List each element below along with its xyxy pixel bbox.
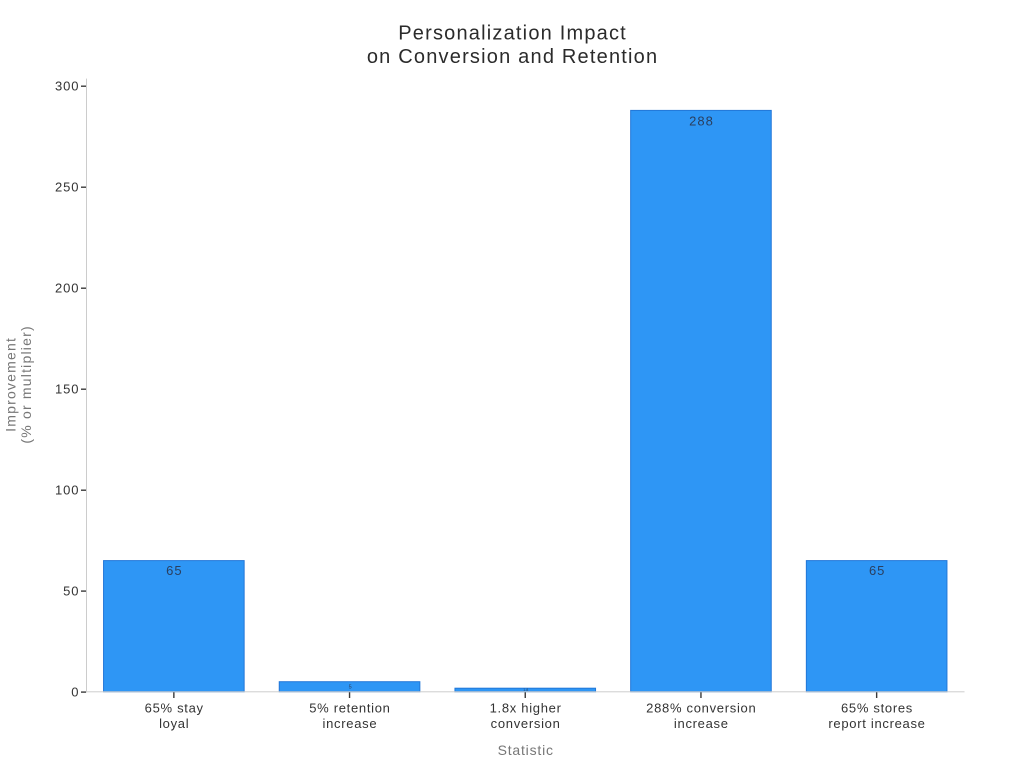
svg-text:Statistic: Statistic	[498, 742, 554, 758]
svg-text:increase: increase	[674, 716, 729, 731]
svg-text:300: 300	[55, 79, 79, 94]
svg-text:65: 65	[166, 563, 182, 578]
svg-text:5: 5	[349, 685, 352, 691]
svg-text:288% conversion: 288% conversion	[646, 701, 756, 716]
svg-text:(% or multiplier): (% or multiplier)	[18, 325, 34, 443]
svg-text:200: 200	[55, 281, 79, 296]
svg-text:loyal: loyal	[159, 716, 189, 731]
svg-text:150: 150	[55, 382, 79, 397]
svg-text:Personalization Impact: Personalization Impact	[398, 23, 627, 45]
svg-text:65% stores: 65% stores	[841, 701, 913, 716]
svg-text:65: 65	[869, 563, 885, 578]
svg-text:0: 0	[71, 685, 79, 700]
svg-text:Improvement: Improvement	[3, 337, 19, 432]
svg-text:1.8: 1.8	[523, 688, 528, 692]
svg-text:on Conversion and Retention: on Conversion and Retention	[367, 46, 658, 68]
svg-text:5% retention: 5% retention	[309, 701, 390, 716]
svg-text:increase: increase	[323, 716, 378, 731]
svg-text:100: 100	[55, 483, 79, 498]
svg-text:conversion: conversion	[491, 716, 561, 731]
svg-text:1.8x higher: 1.8x higher	[490, 701, 562, 716]
svg-text:50: 50	[63, 584, 79, 599]
svg-text:65% stay: 65% stay	[145, 701, 204, 716]
svg-text:250: 250	[55, 180, 79, 195]
svg-text:288: 288	[689, 114, 714, 129]
svg-text:report increase: report increase	[828, 716, 925, 731]
